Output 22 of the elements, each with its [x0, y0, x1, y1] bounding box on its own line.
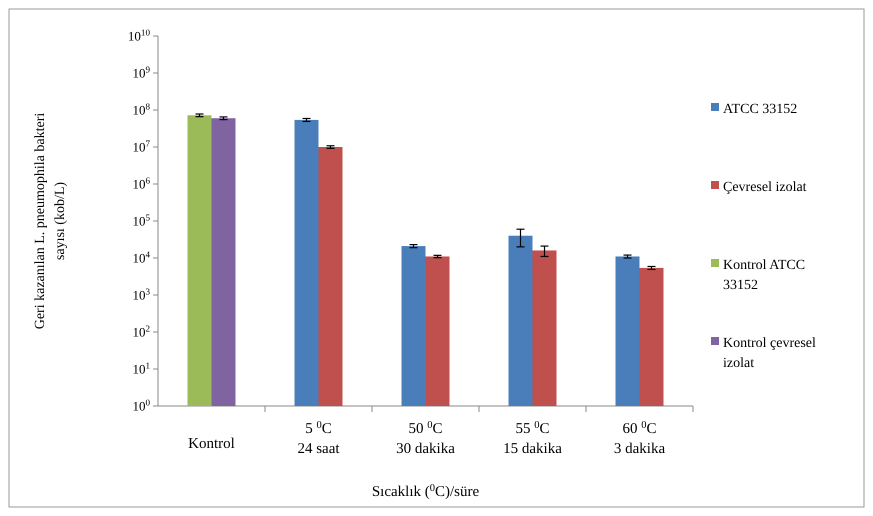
y-tick-label: 10$^{8}$ [132, 102, 150, 118]
y-tick-label: 10$^{10}$ [128, 28, 150, 44]
legend-label: ATCC 33152 [723, 102, 798, 117]
x-tick-label: Kontrol [188, 436, 235, 452]
legend-label: Çevresel izolat [723, 180, 807, 195]
y-tick-label: 10$^{9}$ [132, 64, 150, 81]
y-tick-label: 10$^{7}$ [132, 138, 150, 155]
y-tick-label: 10$^{6}$ [132, 176, 150, 192]
x-axis-title: Sıcaklık ($^{0}$C)/süre [372, 482, 480, 500]
x-tick-label: 50 $^{0}$C 30 dakika [396, 420, 456, 457]
y-tick-label: 10$^{3}$ [132, 286, 150, 303]
y-tick-label: 10$^{1}$ [132, 360, 150, 377]
y-axis-title: Geri kazanılan L. pneumophila bakteri sayısı (kob/L) [33, 112, 68, 330]
y-tick-label: 10$^{2}$ [132, 324, 150, 340]
x-tick-label: 5 $^{0}$C 24 saat [297, 420, 340, 457]
y-tick-label: 10$^{5}$ [132, 212, 150, 229]
x-tick-label: 55 $^{0}$C 15 dakika [503, 420, 562, 457]
legend-label: Kontrol çevresel izolat [723, 336, 816, 371]
y-tick-label: 10$^{0}$ [132, 398, 150, 414]
x-tick-label: 60 $^{0}$C 3 dakika [614, 420, 666, 457]
legend-label: Kontrol ATCC 33152 [723, 258, 806, 293]
y-tick-label: 10$^{4}$ [132, 250, 150, 266]
